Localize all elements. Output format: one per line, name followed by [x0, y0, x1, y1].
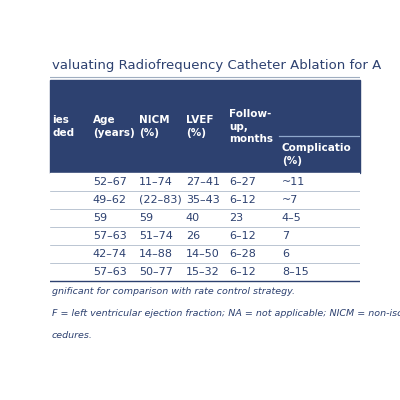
Text: 6–12: 6–12	[229, 231, 256, 241]
Text: LVEF
(%): LVEF (%)	[186, 115, 213, 138]
Text: 50–77: 50–77	[139, 266, 173, 276]
Text: 6–27: 6–27	[229, 177, 256, 187]
Text: 14–88: 14–88	[139, 248, 173, 258]
Text: valuating Radiofrequency Catheter Ablation for A: valuating Radiofrequency Catheter Ablati…	[52, 59, 381, 72]
Text: 27–41: 27–41	[186, 177, 220, 187]
Text: 35–43: 35–43	[186, 195, 220, 205]
Text: 15–32: 15–32	[186, 266, 220, 276]
Text: 51–74: 51–74	[139, 231, 173, 241]
Text: 11–74: 11–74	[139, 177, 173, 187]
Bar	[50, 173, 360, 191]
Text: 59: 59	[93, 213, 107, 223]
Text: Age
(years): Age (years)	[93, 115, 134, 138]
Text: 6–12: 6–12	[229, 266, 256, 276]
Text: 7: 7	[282, 231, 289, 241]
Text: cedures.: cedures.	[52, 331, 92, 340]
Text: F = left ventricular ejection fraction; NA = not applicable; NICM = non-ischaem: F = left ventricular ejection fraction; …	[52, 309, 400, 318]
Text: ~7: ~7	[282, 195, 298, 205]
Text: 59: 59	[139, 213, 154, 223]
Text: 6–28: 6–28	[229, 248, 256, 258]
Text: 6–12: 6–12	[229, 195, 256, 205]
Bar	[50, 245, 360, 262]
Text: ~11: ~11	[282, 177, 305, 187]
Text: 42–74: 42–74	[93, 248, 127, 258]
Text: NICM
(%): NICM (%)	[139, 115, 170, 138]
Text: 8–15: 8–15	[282, 266, 309, 276]
Bar	[50, 227, 360, 245]
Text: 23: 23	[229, 213, 243, 223]
Text: Complicatio
(%): Complicatio (%)	[282, 143, 352, 166]
Text: 14–50: 14–50	[186, 248, 220, 258]
Text: 57–63: 57–63	[93, 266, 126, 276]
Text: 49–62: 49–62	[93, 195, 127, 205]
Text: 40: 40	[186, 213, 200, 223]
Text: 52–67: 52–67	[93, 177, 127, 187]
Text: 6: 6	[282, 248, 289, 258]
Text: (22–83): (22–83)	[139, 195, 182, 205]
Bar	[50, 191, 360, 209]
Bar	[50, 80, 360, 173]
Text: 4–5: 4–5	[282, 213, 302, 223]
Text: 57–63: 57–63	[93, 231, 126, 241]
Text: Follow-
up,
months: Follow- up, months	[229, 109, 273, 144]
Bar	[50, 209, 360, 227]
Text: gnificant for comparison with rate control strategy.: gnificant for comparison with rate contr…	[52, 287, 294, 296]
Bar	[50, 262, 360, 280]
Text: ies
ded: ies ded	[52, 115, 75, 138]
Text: 26: 26	[186, 231, 200, 241]
